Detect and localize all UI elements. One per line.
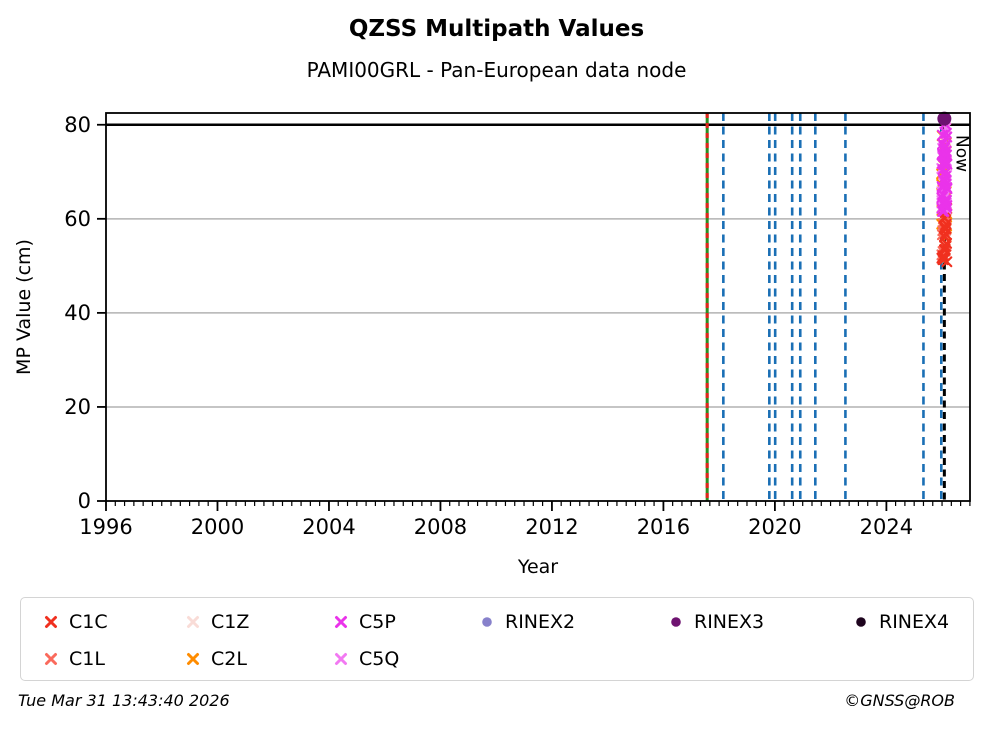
scatter-point-C5P (939, 200, 951, 212)
legend-label: C1Z (211, 611, 250, 633)
y-tick-label: 80 (64, 113, 91, 137)
scatter-point-C1C (939, 243, 951, 255)
x-marker-icon (335, 616, 347, 628)
legend-item-RINEX3: RINEX3 (668, 608, 764, 636)
x-marker-icon (45, 653, 57, 665)
legend-label: RINEX2 (505, 611, 576, 633)
scatter-point-RINEX3 (937, 111, 952, 126)
x-tick-label: 2024 (860, 515, 913, 539)
chart-legend: C1C C1Z C5P RINEX2 RINEX3 RINEX4 C1L C2L C5Q (20, 597, 974, 681)
x-tick-label: 2016 (637, 515, 690, 539)
legend-label: RINEX4 (879, 611, 950, 633)
x-marker-icon (45, 616, 57, 628)
legend-item-RINEX2: RINEX2 (479, 608, 575, 636)
scatter-point-C5P (936, 192, 948, 204)
scatter-point-C5P (939, 155, 951, 167)
x-marker-icon (335, 653, 347, 665)
scatter-point-C1C (938, 230, 950, 242)
timestamp-text: Tue Mar 31 13:43:40 2026 (18, 691, 230, 710)
legend-label: C5Q (359, 648, 400, 670)
legend-item-C2L: C2L (185, 645, 247, 673)
scatter-point-C1C (939, 221, 951, 233)
scatter-point-C5P (941, 182, 953, 194)
x-marker-icon (187, 653, 199, 665)
y-tick-label: 40 (64, 301, 91, 325)
legend-label: C5P (359, 611, 396, 633)
circle-marker-icon (856, 617, 866, 627)
x-marker-icon (187, 616, 199, 628)
y-axis-label: MP Value (cm) (13, 239, 35, 375)
x-tick-label: 2020 (748, 515, 801, 539)
y-tick-label: 0 (78, 489, 91, 513)
x-tick-label: 1996 (79, 515, 132, 539)
chart-title: QZSS Multipath Values (348, 16, 645, 42)
credit-text: ©GNSS@ROB (844, 691, 955, 710)
legend-item-RINEX4: RINEX4 (853, 608, 949, 636)
x-tick-label: 2008 (414, 515, 467, 539)
scatter-point-C5P (937, 189, 949, 201)
legend-label: RINEX3 (694, 611, 765, 633)
legend-label: C1C (69, 611, 108, 633)
legend-label: C2L (211, 648, 247, 670)
scatter-point-C5P (941, 131, 953, 143)
chart-plot: 1996 2000 2004 2008 2012 2016 2020 2024 Year 0 20 4… (13, 111, 971, 578)
scatter-point-C5P (939, 157, 951, 169)
legend-item-C1C: C1C (43, 608, 108, 636)
legend-item-C1L: C1L (43, 645, 105, 673)
now-label: Now (951, 135, 971, 172)
x-tick-label: 2012 (525, 515, 578, 539)
scatter-point-C5P (939, 167, 951, 179)
scatter-point-C1C (939, 241, 951, 253)
legend-item-C1Z: C1Z (185, 608, 249, 636)
scatter-point-C5P (939, 197, 951, 209)
scatter-point-C1C (937, 254, 949, 266)
scatter-point-C5P (940, 127, 952, 139)
chart-subtitle: PAMI00GRL - Pan-European data node (306, 58, 687, 82)
circle-marker-icon (482, 617, 492, 627)
x-tick-label: 2004 (302, 515, 355, 539)
plot-frame (105, 112, 971, 502)
scatter-point-C5P (940, 146, 952, 158)
y-tick-label: 60 (64, 207, 91, 231)
circle-marker-icon (671, 617, 681, 627)
x-axis-label: Year (517, 556, 558, 578)
legend-item-C5Q: C5Q (333, 645, 399, 673)
y-tick-label: 20 (64, 395, 91, 419)
legend-label: C1L (69, 648, 105, 670)
x-tick-label: 2000 (191, 515, 244, 539)
legend-item-C5P: C5P (333, 608, 396, 636)
